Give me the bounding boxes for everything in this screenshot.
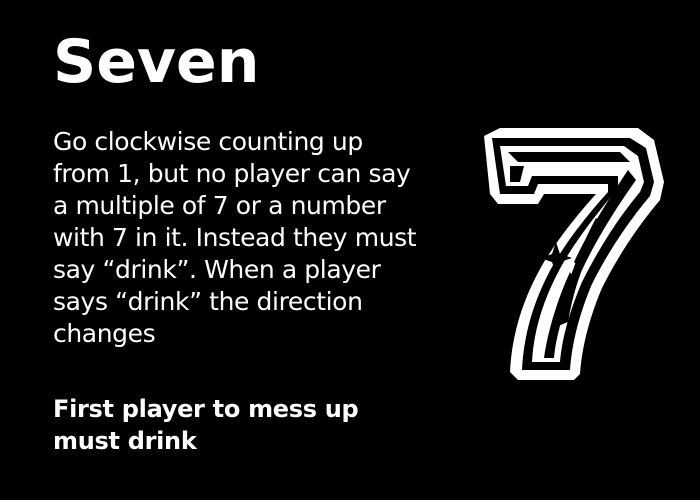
rule-line: Go clockwise counting up: [53, 127, 363, 156]
seven-face: [500, 146, 644, 362]
seven-stripe-diagonal-3: [544, 272, 576, 358]
rule-description: Go clockwise counting up from 1, but no …: [53, 126, 463, 350]
rule-line: changes: [53, 319, 156, 348]
seven-sparkle: [540, 242, 572, 274]
seven-stripe-top: [508, 152, 630, 162]
penalty-line: First player to mess up: [53, 395, 359, 423]
penalty-rule: First player to mess up must drink: [53, 394, 359, 458]
rule-line: from 1, but no player can say: [53, 159, 411, 188]
card-title: Seven: [53, 27, 260, 97]
lucky-seven-icon: [484, 128, 664, 380]
seven-stripe-left: [510, 166, 524, 182]
penalty-line: must drink: [53, 426, 197, 455]
rule-line: say “drink”. When a player: [53, 255, 381, 284]
rule-line: says “drink” the direction: [53, 287, 363, 316]
rule-line: with 7 in it. Instead they must: [53, 223, 417, 252]
seven-stripe-diagonal-2: [558, 218, 604, 326]
rule-line: a multiple of 7 or a number: [53, 191, 386, 220]
